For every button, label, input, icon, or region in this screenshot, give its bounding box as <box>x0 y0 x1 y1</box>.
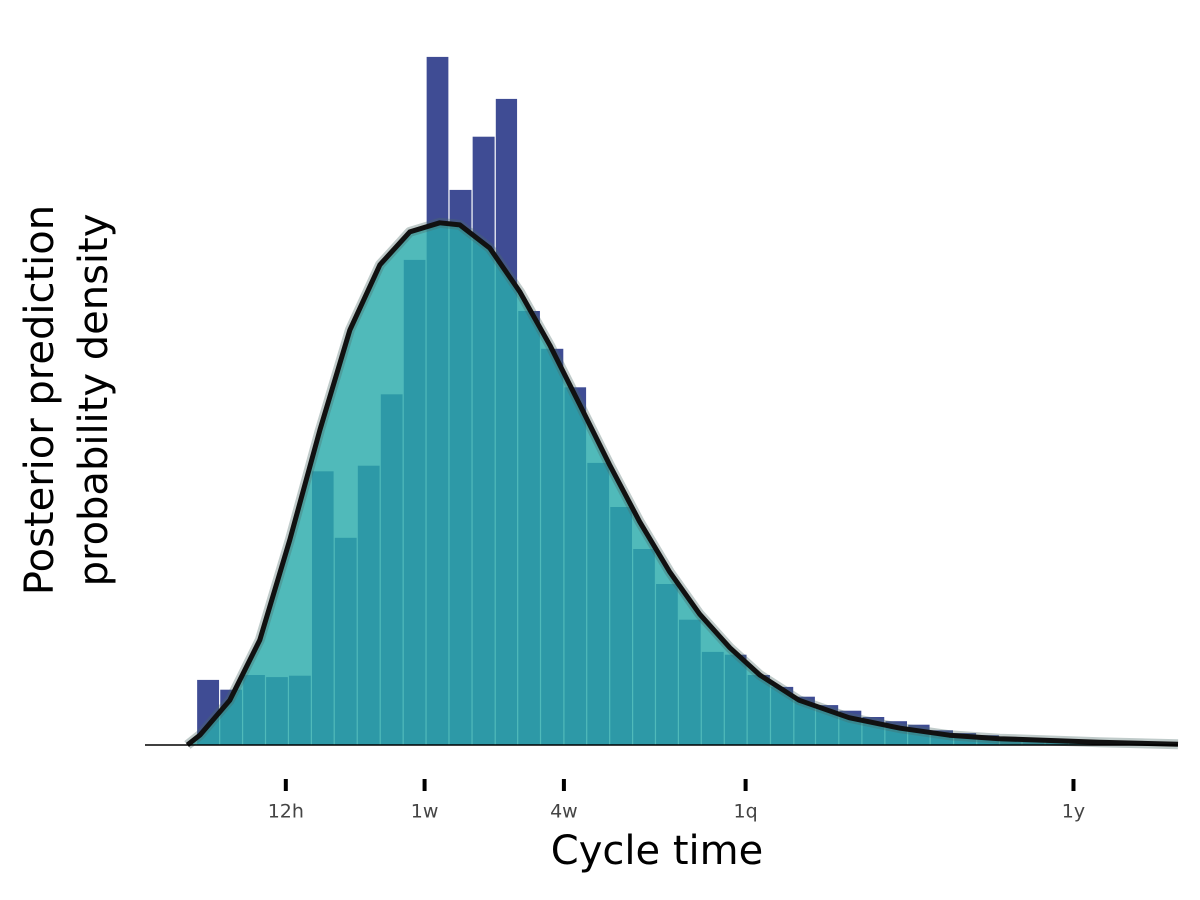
x-tick-label: 12h <box>268 801 304 823</box>
x-tick-label: 4w <box>550 801 578 823</box>
x-tick-label: 1w <box>411 801 439 823</box>
density-area <box>187 222 1178 746</box>
x-tick-label: 1y <box>1062 801 1085 823</box>
x-axis-title: Cycle time <box>551 828 763 874</box>
density-line <box>185 220 1179 747</box>
y-axis-title: Posterior prediction <box>17 205 63 595</box>
x-tick-label: 1q <box>734 801 758 823</box>
y-axis-title: probability density <box>71 214 117 587</box>
